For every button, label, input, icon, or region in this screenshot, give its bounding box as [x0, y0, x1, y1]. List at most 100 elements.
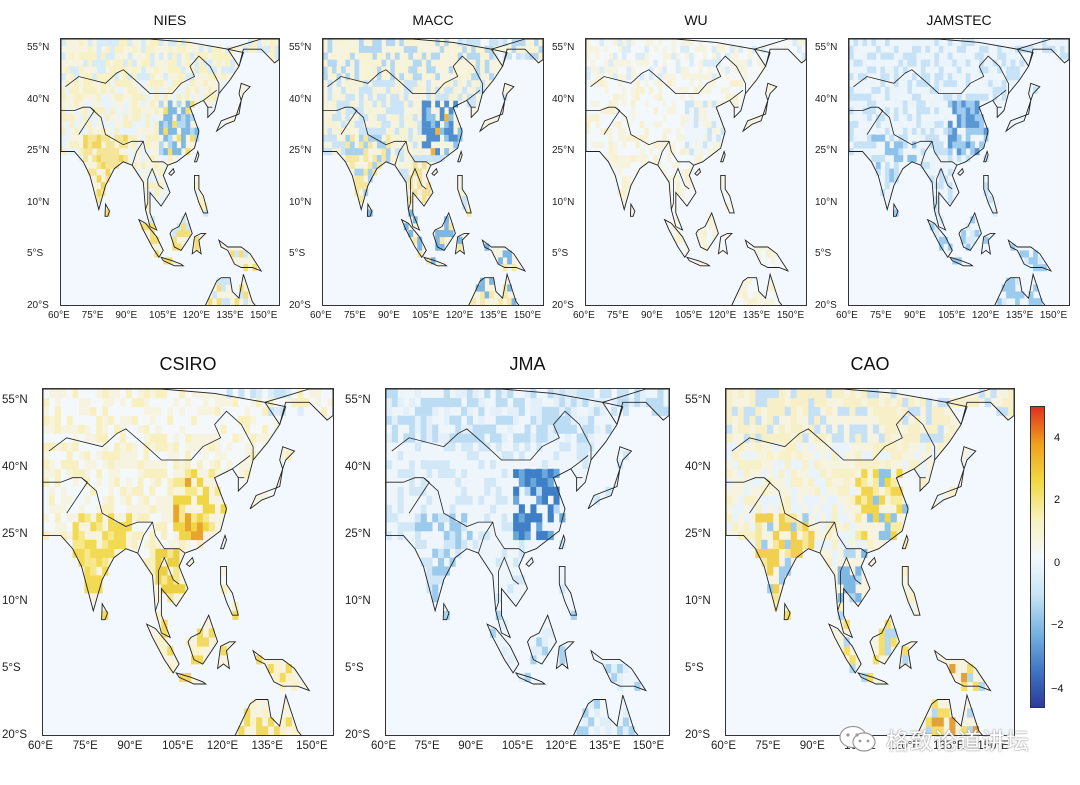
flux-cell [90, 539, 97, 549]
flux-cell [586, 59, 591, 67]
lat-tick-label: 5°S [345, 662, 364, 675]
flux-cell [861, 468, 868, 478]
flux-cell [617, 726, 624, 735]
flux-cell [956, 66, 962, 74]
flux-cell [755, 406, 762, 416]
flux-cell [323, 73, 328, 81]
flux-cell [349, 148, 355, 156]
flux-cell [363, 134, 369, 142]
flux-cell [1008, 397, 1014, 408]
flux-cell [376, 45, 382, 53]
flux-cell [443, 513, 450, 523]
flux-cell [194, 127, 200, 135]
flux-cell [141, 73, 146, 81]
flux-cell [929, 52, 935, 60]
flux-cell [586, 66, 591, 74]
flux-cell [965, 120, 971, 128]
flux-cell [947, 120, 953, 128]
flux-cell [662, 66, 668, 74]
flux-cell [109, 66, 115, 74]
flux-cell [167, 134, 173, 142]
flux-cell [54, 495, 61, 505]
flux-cell [867, 39, 872, 47]
coastline-sulawesi [980, 232, 996, 255]
flux-cell [920, 141, 926, 149]
flux-cell [131, 477, 138, 487]
flux-cell [604, 134, 609, 142]
flux-cell [796, 504, 803, 514]
flux-cell [61, 73, 66, 81]
coastline-taiwan [558, 533, 566, 550]
flux-cell [934, 73, 940, 81]
flux-cell [725, 79, 730, 87]
flux-cell [867, 539, 874, 549]
flux-cell [457, 189, 463, 197]
flux-cell [267, 415, 275, 425]
border-line [391, 410, 592, 461]
flux-cell [890, 628, 897, 638]
flux-cell [536, 415, 543, 425]
flux-cell [855, 477, 862, 487]
flux-cell [862, 39, 868, 47]
coastline-sulawesi [898, 641, 919, 670]
flux-cell [96, 93, 102, 101]
flux-cell [426, 182, 432, 190]
flux-cell [466, 39, 472, 47]
flux-cell [1008, 406, 1014, 416]
flux-cell [570, 442, 577, 452]
flux-cell [617, 175, 623, 183]
flux-cell [635, 141, 641, 149]
flux-cell [931, 415, 938, 425]
flux-cell [693, 79, 699, 87]
flux-cell [108, 504, 115, 514]
flux-cell [507, 257, 512, 265]
flux-cell [196, 424, 204, 434]
flux-cell [931, 424, 938, 434]
flux-cell [843, 548, 850, 558]
flux-cell [341, 100, 346, 108]
flux-cell [507, 415, 514, 425]
flux-cell [376, 79, 382, 87]
flux-cell [96, 73, 102, 81]
flux-cell [707, 134, 712, 142]
flux-cell [657, 73, 663, 81]
flux-cell [943, 708, 950, 718]
flux-cell [671, 93, 677, 101]
flux-cell [576, 477, 583, 487]
flux-cell [934, 100, 940, 108]
land-fill-philippines [902, 566, 920, 616]
flux-cell [155, 477, 162, 487]
flux-cell [358, 148, 364, 156]
flux-cell [684, 127, 690, 135]
flux-cell [884, 468, 891, 478]
flux-cell [802, 530, 809, 541]
flux-cell [403, 93, 409, 101]
flux-cell [978, 389, 985, 399]
lon-tick-label: 90°E [903, 310, 926, 321]
flux-cell [118, 59, 124, 67]
flux-cell [590, 73, 596, 81]
flux-cell [230, 250, 235, 258]
flux-cell [472, 522, 479, 532]
flux-cell [898, 52, 904, 60]
flux-cell [1064, 52, 1069, 60]
flux-cell [530, 539, 537, 549]
flux-cell [536, 495, 543, 505]
flux-cell [101, 148, 106, 156]
lon-tick-label: 75°E [414, 740, 440, 752]
flux-cell [471, 93, 476, 101]
flux-cell [220, 424, 227, 434]
flux-cell [716, 79, 721, 87]
flux-cell [790, 513, 797, 523]
flux-cell [970, 39, 975, 47]
flux-cell [43, 460, 50, 470]
flux-cell [884, 93, 890, 101]
flux-cell [444, 100, 449, 108]
flux-cell [453, 52, 458, 60]
flux-cell [518, 672, 525, 683]
flux-cell [409, 522, 416, 532]
flux-cell [74, 120, 79, 128]
flux-cell [849, 530, 856, 541]
lat-tick-label: 25°N [289, 145, 312, 157]
flux-cell [513, 522, 520, 532]
